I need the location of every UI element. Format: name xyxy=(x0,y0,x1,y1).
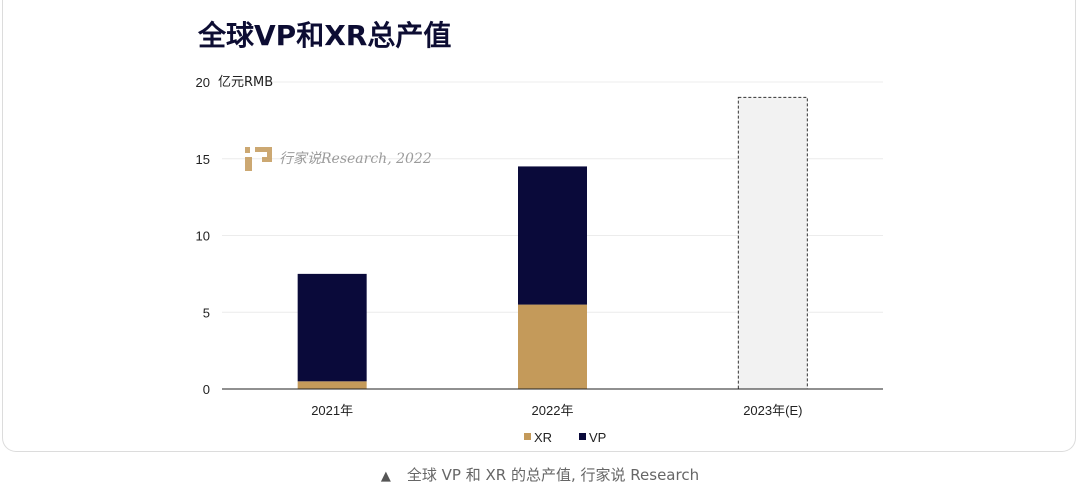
bar-vp xyxy=(297,273,367,382)
legend-swatch-vp xyxy=(579,433,586,440)
figure-caption: ▲ 全球 VP 和 XR 的总产值, 行家说 Research xyxy=(0,464,1080,485)
watermark-text: 行家说Research, 2022 xyxy=(279,151,432,167)
chart-title: 全球VP和XR总产值 xyxy=(198,19,452,52)
y-tick-label: 0 xyxy=(203,382,210,397)
bar-xr xyxy=(518,304,587,389)
x-axis-ticks: 2021年 2022年 2023年(E) xyxy=(311,403,802,418)
caption-text: 全球 VP 和 XR 的总产值, 行家说 Research xyxy=(406,466,700,484)
legend-label-xr: XR xyxy=(534,430,552,445)
x-tick-label: 2021年 xyxy=(311,403,353,418)
logo-icon xyxy=(245,147,272,171)
x-tick-label: 2023年(E) xyxy=(743,403,802,418)
y-tick-label: 5 xyxy=(203,305,210,320)
bars xyxy=(297,96,808,390)
bar-xr xyxy=(297,381,367,389)
y-tick-label: 10 xyxy=(196,229,210,244)
bar-vp xyxy=(518,166,587,305)
legend-label-vp: VP xyxy=(589,430,606,445)
caption-triangle-icon: ▲ xyxy=(380,469,391,484)
bar-estimate xyxy=(737,96,808,390)
y-axis-ticks: 0 5 10 15 20 xyxy=(196,75,210,397)
watermark: 行家说Research, 2022 xyxy=(245,147,432,171)
legend-swatch-xr xyxy=(524,433,531,440)
y-tick-label: 15 xyxy=(196,152,210,167)
y-tick-label: 20 xyxy=(196,75,210,90)
legend: XR VP xyxy=(524,430,606,445)
x-tick-label: 2022年 xyxy=(532,403,574,418)
y-axis-unit-label: 亿元RMB xyxy=(218,75,273,90)
